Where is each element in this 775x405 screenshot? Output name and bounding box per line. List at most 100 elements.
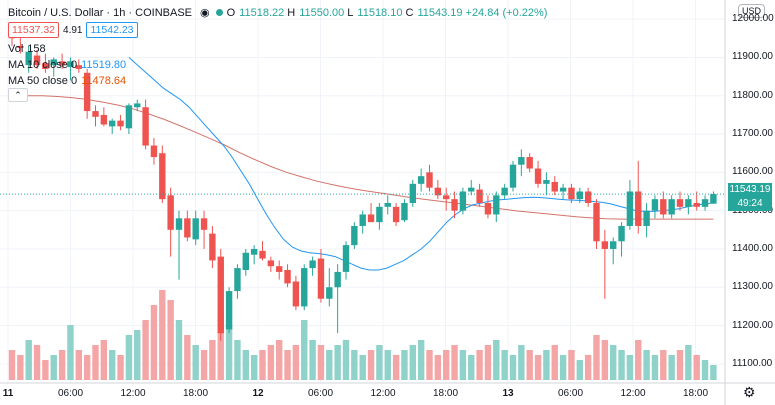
change-value: +24.84 (+0.22%) <box>465 6 548 19</box>
candle-body <box>593 202 600 242</box>
low-label: L <box>347 6 354 19</box>
candle-body <box>259 250 266 259</box>
candle-body <box>342 245 350 272</box>
volume-bar <box>117 355 124 380</box>
volume-bar <box>676 350 684 380</box>
candle-body <box>651 199 659 211</box>
candle-body <box>192 218 199 240</box>
candle-body <box>526 157 533 169</box>
volume-bar <box>58 350 66 380</box>
volume-bar <box>209 340 216 380</box>
ma10-value: 11519.80 <box>81 59 127 71</box>
volume-bar <box>643 350 650 380</box>
candle-body <box>501 187 508 196</box>
ma50-legend[interactable]: MA 50 close 0 11478.64 <box>8 75 130 87</box>
volume-bar <box>351 350 358 380</box>
volume-bar <box>200 350 208 380</box>
spread-value: 4.91 <box>63 24 83 36</box>
price-tick: 11800.00 <box>732 89 773 101</box>
volume-bar <box>459 350 467 380</box>
volume-bar <box>618 350 625 380</box>
volume-bar <box>610 345 617 380</box>
candle-body <box>284 270 291 284</box>
volume-bar <box>367 350 375 380</box>
candle-body <box>359 214 366 226</box>
gear-icon[interactable]: ⚙ <box>743 384 756 400</box>
symbol-title: Bitcoin / U.S. Dollar · 1h · COINBASE <box>8 6 192 19</box>
sell-button[interactable]: 11537.32 <box>8 22 60 38</box>
volume-bar <box>292 345 300 380</box>
time-tick: 18:00 <box>182 388 209 399</box>
volume-bar <box>434 355 442 380</box>
candle-body <box>367 214 375 223</box>
volume-bar <box>576 360 583 380</box>
volume-bar <box>8 350 16 380</box>
candle-body <box>668 199 675 215</box>
volume-bar <box>175 320 183 380</box>
volume-bar <box>184 335 191 380</box>
volume-bar <box>660 350 667 380</box>
eye-icon[interactable]: ◉ <box>200 7 210 19</box>
time-tick: 06:00 <box>57 388 84 399</box>
volume-bar <box>559 355 567 380</box>
candle-body <box>17 45 24 48</box>
candle-body <box>301 268 308 307</box>
candle-body <box>417 176 425 184</box>
volume-bar <box>484 345 492 380</box>
time-tick: 13 <box>502 388 514 399</box>
volume-bar <box>225 325 233 380</box>
ma50-label: MA 50 close 0 <box>8 75 78 87</box>
candle-body <box>660 199 667 215</box>
ma10-legend[interactable]: MA 10 close 0 11519.80 <box>8 59 130 71</box>
candle-body <box>543 180 550 184</box>
volume-bar <box>276 340 283 380</box>
volume-bar <box>92 345 99 380</box>
candle-body <box>451 199 458 211</box>
high-value: 11550.00 <box>299 6 345 19</box>
price-tick: 11400.00 <box>732 242 773 254</box>
volume-bar <box>710 365 717 380</box>
candle-body <box>125 105 133 129</box>
volume-bar <box>342 340 350 380</box>
volume-bar <box>192 345 199 380</box>
time-tick: 12:00 <box>120 388 146 399</box>
candle-body <box>626 191 634 226</box>
ma10-label: MA 10 close 0 <box>8 59 78 71</box>
candle-body <box>518 157 525 165</box>
time-tick: 12 <box>252 388 264 399</box>
candle-body <box>493 195 500 215</box>
volume-bar <box>543 350 550 380</box>
candle-body <box>159 153 166 200</box>
collapse-legend-button[interactable]: ⌃ <box>8 88 28 102</box>
ma50-value: 11478.64 <box>81 75 127 87</box>
candle-body <box>401 202 408 221</box>
open-label: O <box>226 6 236 19</box>
candle-body <box>109 120 116 127</box>
candle-body <box>392 206 400 223</box>
market-status-icon <box>215 9 223 16</box>
candle-body <box>150 145 158 158</box>
candle-body <box>618 225 625 242</box>
volume-bar <box>150 305 158 380</box>
trade-box-row: 11537.32 4.91 11542.23 <box>8 22 142 38</box>
volume-bar <box>417 340 425 380</box>
candle-body <box>576 191 583 200</box>
candle-body <box>92 111 99 117</box>
time-tick: 12:00 <box>370 388 396 399</box>
volume-legend[interactable]: Vol 158 <box>8 43 50 55</box>
candle-body <box>710 194 717 204</box>
volume-bar <box>601 340 609 380</box>
candle-body <box>75 65 82 69</box>
candle-body <box>217 256 224 334</box>
buy-button[interactable]: 11542.23 <box>86 22 138 38</box>
currency-badge[interactable]: USD <box>738 4 766 18</box>
candle-body <box>292 281 300 307</box>
candle-body <box>167 195 174 230</box>
volume-bar <box>518 345 525 380</box>
time-tick: 12:00 <box>620 388 646 399</box>
candle-body <box>250 248 258 255</box>
volume-bar <box>526 350 533 380</box>
close-value: 11543.19 <box>417 6 463 19</box>
